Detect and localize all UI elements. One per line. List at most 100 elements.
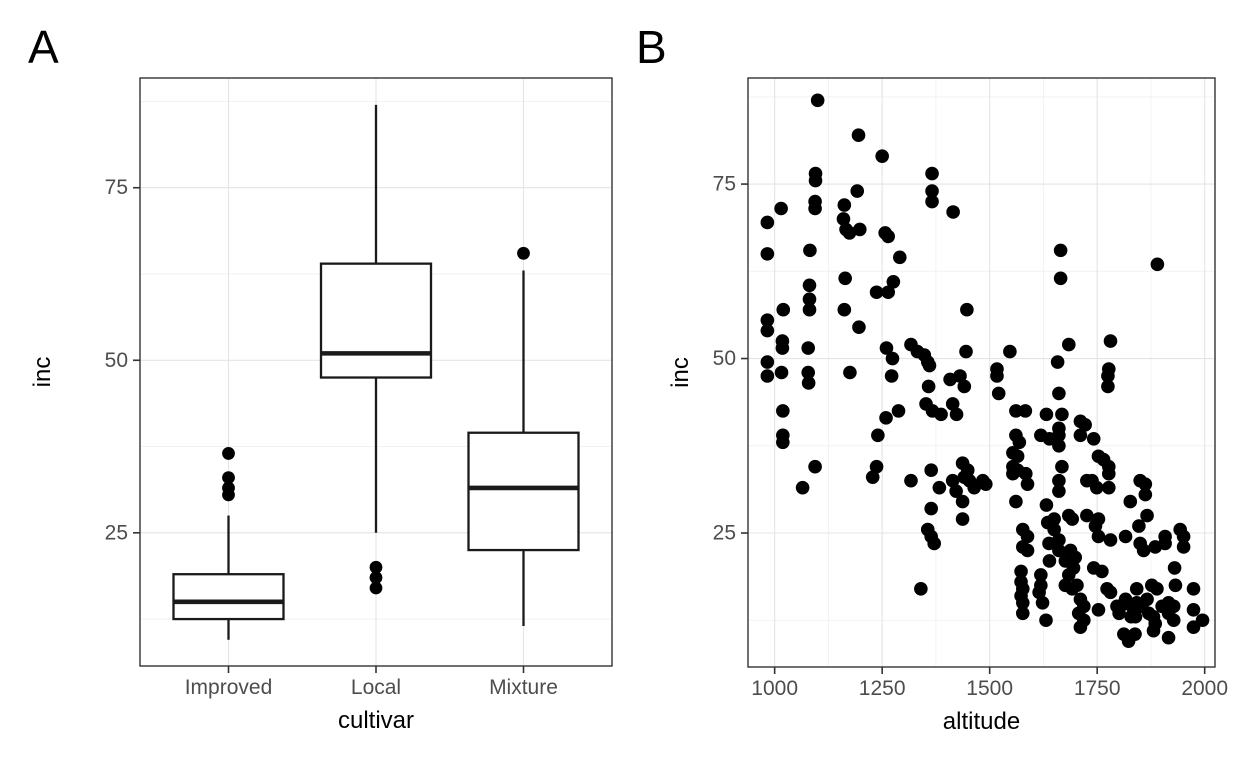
scatter-point: [810, 93, 825, 108]
scatter-point: [802, 302, 817, 317]
scatter-point: [760, 313, 775, 327]
box-iqr: [467, 431, 580, 552]
y-tick-label: 75: [713, 173, 736, 196]
scatter-point: [774, 201, 788, 216]
scatter-point: [1138, 477, 1153, 491]
scatter-point: [1186, 602, 1201, 617]
scatter-point: [1150, 582, 1164, 596]
outlier-point: [222, 481, 235, 495]
scatter-point: [1091, 529, 1106, 544]
scatter-point: [1050, 355, 1065, 369]
scatter-point: [875, 149, 889, 163]
scatter-point: [925, 194, 939, 209]
x-tick-label: 1750: [1074, 677, 1121, 700]
scatter-point: [1061, 568, 1076, 582]
outlier-point: [369, 560, 383, 574]
scatter-point: [1140, 592, 1154, 607]
scatter-point: [960, 302, 974, 317]
y-tick-label: 75: [105, 176, 128, 199]
scatter-point: [869, 459, 884, 474]
scatter-point: [1195, 613, 1210, 628]
y-tick-label: 50: [713, 347, 736, 370]
scatter-point: [1018, 404, 1033, 418]
scatter-point: [1020, 529, 1035, 544]
scatter-point: [1032, 585, 1046, 600]
x-tick-label: Improved: [185, 676, 273, 699]
y-axis-title: inc: [667, 357, 694, 388]
scatter-point: [1012, 435, 1027, 450]
scatter-point: [1167, 561, 1182, 575]
scatter-point: [801, 376, 816, 390]
scatter-point: [760, 323, 775, 338]
scatter-point: [949, 407, 964, 422]
scatter-point: [1123, 494, 1138, 509]
scatter-point: [1015, 595, 1030, 610]
box-improved: [172, 447, 285, 640]
x-tick-label: 1500: [966, 677, 1013, 700]
scatter-point: [853, 222, 867, 237]
scatter-point: [990, 369, 1004, 383]
scatter-point: [1052, 533, 1066, 547]
scatter-point: [1052, 428, 1066, 443]
scatter-point: [1088, 519, 1103, 533]
scatter-point: [842, 226, 857, 240]
scatter-point: [991, 386, 1006, 401]
scatter-points: [760, 93, 1210, 648]
scatter-point: [1101, 480, 1116, 495]
scatter-point: [1080, 508, 1094, 523]
scatter-point: [953, 369, 967, 383]
outlier-point: [369, 571, 383, 585]
scatter-point: [921, 379, 936, 394]
scatter-point: [1176, 540, 1191, 554]
panel-b-scatter: 25 50 75 1000 1250 1500 1750 2000 altitude inc: [667, 77, 1228, 735]
scatter-point: [1101, 466, 1116, 481]
y-tick-label: 50: [105, 349, 128, 372]
x-tick-label: Mixture: [489, 676, 558, 699]
scatter-point: [1052, 386, 1066, 401]
scatter-point: [1103, 585, 1118, 600]
scatter-point: [1132, 519, 1146, 533]
scatter-point: [1112, 606, 1126, 621]
y-tick-label: 25: [713, 522, 736, 545]
scatter-point: [1176, 529, 1191, 544]
scatter-point: [808, 459, 822, 474]
scatter-point: [802, 278, 817, 293]
scatter-point: [945, 397, 960, 411]
scatter-point: [924, 463, 938, 478]
scatter-point: [1168, 578, 1183, 593]
scatter-point: [1086, 431, 1101, 446]
scatter-point: [1121, 634, 1136, 648]
scatter-point: [1053, 243, 1068, 258]
scatter-point: [1052, 473, 1066, 488]
scatter-point: [1018, 466, 1033, 481]
scatter-point: [1009, 494, 1023, 509]
scatter-point: [881, 229, 895, 244]
scatter-point: [1010, 449, 1025, 464]
scatter-point: [1014, 564, 1028, 579]
y-tick-label: 25: [105, 521, 128, 544]
outlier-point: [222, 471, 235, 484]
scatter-point: [837, 198, 852, 212]
scatter-point: [904, 473, 918, 488]
scatter-point: [1055, 459, 1069, 474]
scatter-point: [760, 247, 775, 261]
scatter-point: [760, 355, 775, 369]
scatter-point: [1138, 487, 1153, 502]
scatter-point: [1020, 477, 1035, 491]
panel-border: [747, 77, 1216, 668]
scatter-point: [1039, 498, 1054, 512]
scatter-point: [879, 411, 893, 425]
scatter-point: [1103, 334, 1118, 348]
scatter-point: [934, 407, 948, 422]
scatter-point: [1078, 418, 1092, 432]
box-iqr: [319, 262, 433, 379]
box-mixture: [467, 246, 580, 626]
scatter-point: [1101, 379, 1115, 394]
scatter-point: [1070, 578, 1084, 593]
scatter-point: [1146, 623, 1161, 638]
scatter-point: [795, 480, 810, 495]
scatter-point: [1103, 533, 1118, 547]
scatter-point: [1089, 480, 1104, 495]
x-tick-label: 1250: [859, 677, 906, 700]
